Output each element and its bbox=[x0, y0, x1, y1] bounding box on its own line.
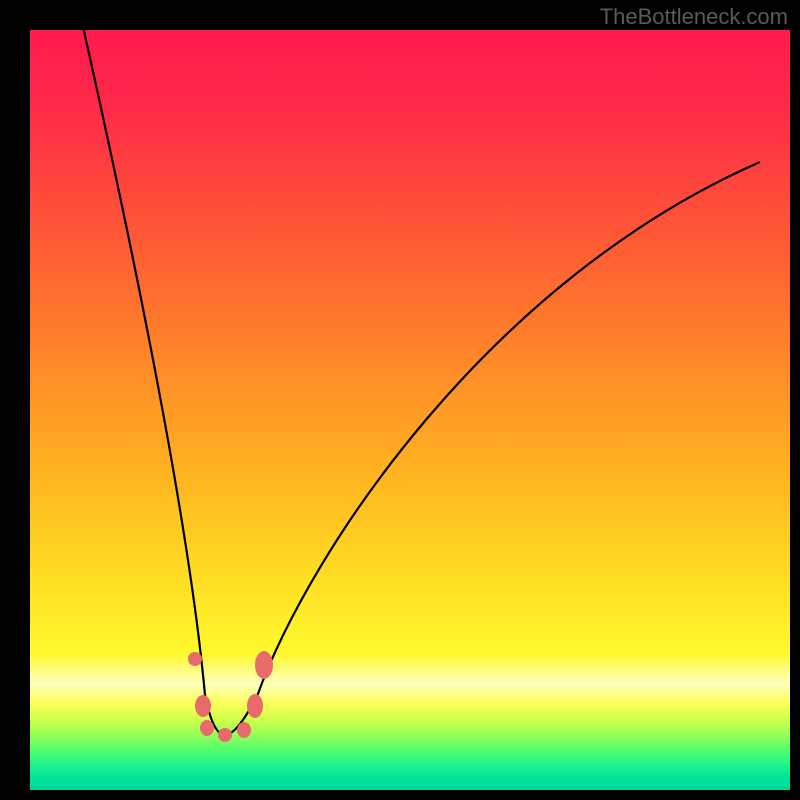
gradient-background bbox=[30, 30, 790, 790]
data-marker bbox=[255, 651, 273, 679]
chart-svg bbox=[30, 30, 790, 790]
figure-container: TheBottleneck.com bbox=[0, 0, 800, 800]
data-marker bbox=[200, 720, 214, 736]
data-marker bbox=[247, 694, 263, 718]
data-marker bbox=[218, 728, 232, 742]
data-marker bbox=[237, 722, 251, 738]
data-marker bbox=[195, 695, 211, 717]
data-marker bbox=[188, 652, 202, 666]
plot-area bbox=[30, 30, 790, 790]
watermark-text: TheBottleneck.com bbox=[600, 4, 788, 30]
